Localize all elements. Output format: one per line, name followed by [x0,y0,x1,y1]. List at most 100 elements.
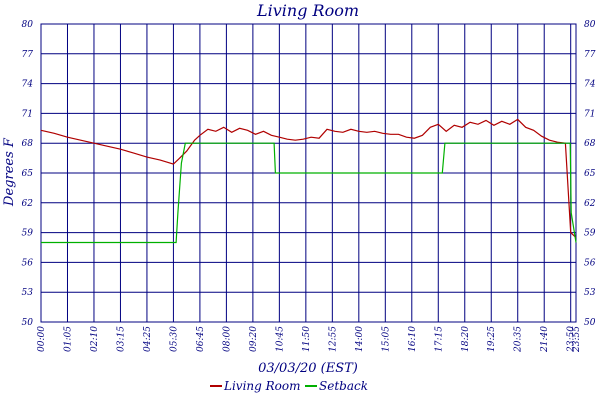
data-point [199,135,200,136]
y-tick-label-right: 80 [584,20,596,30]
data-point [207,129,208,130]
series-line-setback [41,142,577,244]
x-tick-label: 11:50 [302,326,312,352]
x-tick-label: 09:20 [249,326,259,352]
y-tick-label-right: 50 [584,318,596,328]
y-tick-label-right: 59 [584,229,596,239]
data-point [422,135,423,136]
data-point [146,157,147,158]
y-axis-label: Degrees F [2,137,17,207]
data-point [223,127,224,128]
data-point [477,124,478,125]
x-tick-label: 02:10 [90,326,100,352]
data-point [517,119,518,120]
x-tick-label: 14:00 [355,326,365,352]
data-point [133,153,134,154]
data-point [571,212,572,213]
data-point [181,163,182,164]
data-point [398,134,399,135]
data-point [533,130,534,131]
data-point [319,138,320,139]
data-point [366,132,367,133]
x-tick-label: 23:50 [567,326,577,353]
data-point [446,131,447,132]
data-point [54,133,55,134]
data-point [177,212,178,213]
x-tick-label: 06:45 [196,326,206,352]
y-tick-label-right: 62 [584,199,596,209]
data-point [454,125,455,126]
data-point [374,131,375,132]
data-point [414,138,415,139]
data-point [570,232,571,233]
x-tick-label: 23:55 [572,326,582,353]
data-point [40,130,41,131]
series-layer [40,118,577,244]
y-tick-label-left: 77 [22,50,34,60]
data-point [485,120,486,121]
y-tick-label-left: 80 [22,20,34,30]
y-tick-label-right: 71 [584,109,595,119]
data-point [107,146,108,147]
x-tick-label: 03:15 [116,326,126,352]
data-point [173,164,174,165]
data-point [440,172,441,173]
y-tick-label-right: 56 [584,258,596,268]
chart-title: Living Room [256,1,359,20]
x-tick-label: 17:15 [434,326,444,352]
data-point [231,132,232,133]
data-point [406,137,407,138]
y-tick-label-left: 59 [22,229,34,239]
legend-label: Setback [319,379,368,393]
data-point [120,149,121,150]
data-point [275,172,276,173]
data-point [525,127,526,128]
data-point [271,135,272,136]
x-axis-label: 03/03/20 (EST) [258,361,358,376]
data-point [178,159,179,160]
data-point [350,129,351,130]
tick-layer: 80 80 77 77 74 74 71 71 68 68 65 65 62 62 59 59 56 56 53 53… [22,20,596,353]
data-point [67,137,68,138]
x-tick-label: 15:05 [381,326,391,352]
data-point [570,143,571,144]
data-point [189,143,190,144]
x-tick-label: 05:30 [169,326,179,352]
data-point [470,122,471,123]
data-point [93,143,94,144]
data-point [493,125,494,126]
data-point [247,130,248,131]
data-point [303,139,304,140]
data-point [239,128,240,129]
data-point [326,129,327,130]
data-point [215,131,216,132]
series-line-living-room [40,118,577,239]
plot-border [40,23,577,323]
y-tick-label-right: 68 [584,139,596,149]
data-point [279,137,280,138]
x-tick-label: 12:55 [328,326,338,352]
data-point [342,132,343,133]
x-tick-label: 20:35 [514,326,524,353]
x-tick-label: 01:05 [63,326,73,352]
data-point [390,134,391,135]
data-point [358,131,359,132]
y-tick-label-left: 71 [22,109,33,119]
y-tick-label-left: 65 [22,169,34,179]
data-point [430,127,431,128]
data-point [194,140,195,141]
x-tick-label: 18:20 [461,326,471,352]
x-tick-label: 10:45 [275,326,285,352]
data-point [575,242,576,243]
data-point [382,133,383,134]
data-point [541,136,542,137]
x-tick-label: 16:10 [408,326,418,352]
data-point [442,172,443,173]
data-point [287,139,288,140]
y-tick-label-right: 65 [584,169,596,179]
data-point [40,242,41,243]
data-point [80,140,81,141]
y-tick-label-left: 50 [22,318,34,328]
y-tick-label-left: 68 [22,139,34,149]
legend: Living Room Setback [210,379,368,393]
